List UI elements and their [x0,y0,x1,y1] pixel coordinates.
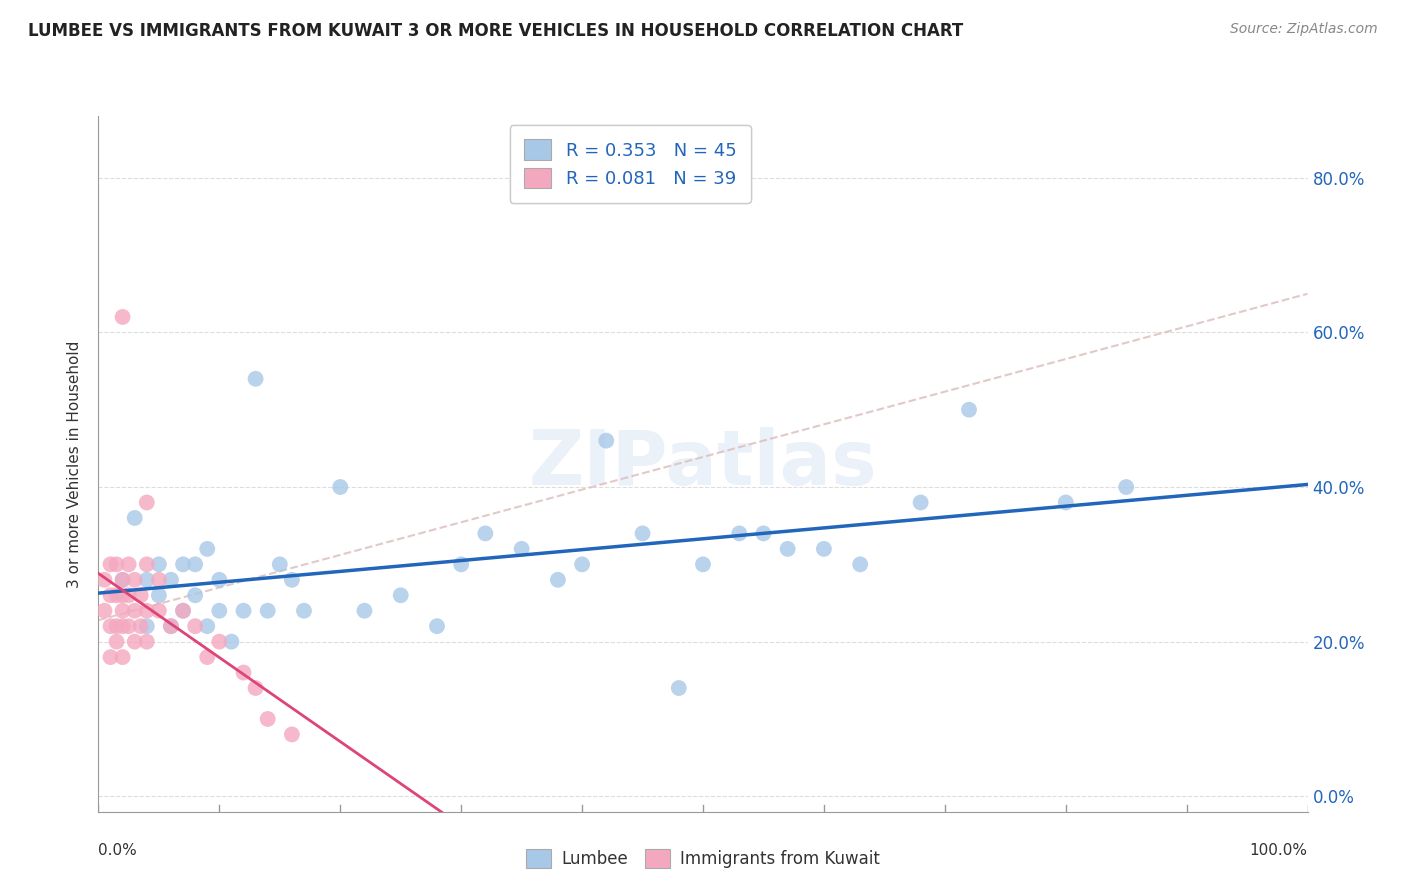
Point [100,619,122,633]
Point [631,526,654,541]
Point [172,604,194,618]
Point [281,573,304,587]
Point [129,619,152,633]
Point [208,604,231,618]
Text: 0.0%: 0.0% [98,843,138,858]
Point [195,541,218,556]
Point [105,619,128,633]
Legend: R = 0.353   N = 45, R = 0.081   N = 39: R = 0.353 N = 45, R = 0.081 N = 39 [510,125,751,202]
Point [111,310,134,324]
Point [232,665,254,680]
Point [160,619,183,633]
Point [195,650,218,665]
Point [135,604,157,618]
Point [148,558,170,572]
Point [105,588,128,602]
Point [245,372,267,386]
Point [148,573,170,587]
Point [100,588,122,602]
Point [135,619,157,633]
Point [135,573,157,587]
Point [510,541,533,556]
Point [776,541,799,556]
Point [195,619,218,633]
Point [692,558,714,572]
Point [118,588,141,602]
Point [100,558,122,572]
Point [93,573,115,587]
Point [474,526,496,541]
Point [111,573,134,587]
Point [450,558,472,572]
Point [1115,480,1137,494]
Point [547,573,569,587]
Point [160,573,183,587]
Point [148,588,170,602]
Point [595,434,617,448]
Text: ZIPatlas: ZIPatlas [529,427,877,500]
Point [208,634,231,648]
Point [256,604,278,618]
Y-axis label: 3 or more Vehicles in Household: 3 or more Vehicles in Household [67,340,83,588]
Text: 100.0%: 100.0% [1250,843,1308,858]
Point [752,526,775,541]
Point [245,681,267,695]
Point [124,604,146,618]
Point [100,650,122,665]
Point [292,604,315,618]
Point [269,558,291,572]
Point [668,681,690,695]
Point [160,619,183,633]
Point [148,604,170,618]
Point [256,712,278,726]
Point [221,634,243,648]
Point [118,558,141,572]
Point [111,650,134,665]
Point [135,558,157,572]
Point [957,402,980,417]
Point [910,495,932,509]
Point [124,511,146,525]
Point [849,558,872,572]
Legend: Lumbee, Immigrants from Kuwait: Lumbee, Immigrants from Kuwait [520,842,886,875]
Point [172,558,194,572]
Text: Source: ZipAtlas.com: Source: ZipAtlas.com [1230,22,1378,37]
Point [105,558,128,572]
Point [389,588,412,602]
Point [1054,495,1077,509]
Point [571,558,593,572]
Point [105,634,128,648]
Point [124,634,146,648]
Point [135,634,157,648]
Point [111,604,134,618]
Point [184,588,207,602]
Point [232,604,254,618]
Point [118,619,141,633]
Point [281,727,304,741]
Point [135,495,157,509]
Point [111,619,134,633]
Point [813,541,835,556]
Point [329,480,352,494]
Point [124,573,146,587]
Point [111,573,134,587]
Point [93,604,115,618]
Point [111,588,134,602]
Point [353,604,375,618]
Point [129,588,152,602]
Point [172,604,194,618]
Point [184,558,207,572]
Text: LUMBEE VS IMMIGRANTS FROM KUWAIT 3 OR MORE VEHICLES IN HOUSEHOLD CORRELATION CHA: LUMBEE VS IMMIGRANTS FROM KUWAIT 3 OR MO… [28,22,963,40]
Point [208,573,231,587]
Point [426,619,449,633]
Point [184,619,207,633]
Point [728,526,751,541]
